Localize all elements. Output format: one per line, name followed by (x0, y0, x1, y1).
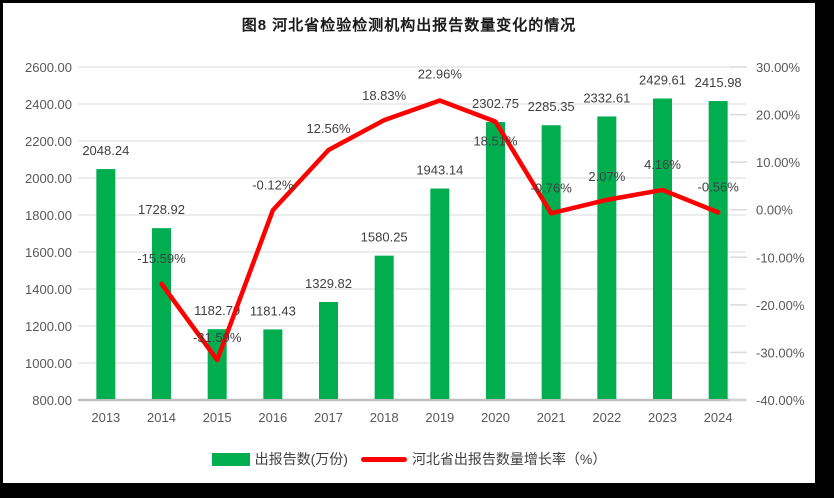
growth-line (159, 98, 721, 363)
bar-2013 (96, 169, 116, 399)
bar-2014 (152, 228, 171, 399)
line-value-label: -15.59% (137, 251, 186, 266)
bar-value-label: 1329.82 (305, 276, 352, 291)
x-axis-category-label: 2018 (370, 410, 399, 425)
chart-legend: 出报告数(万份) 河北省出报告数量增长率（%） (3, 449, 815, 469)
bar-value-label: 1182.79 (194, 303, 240, 318)
right-axis-tick-label: -20.00% (756, 298, 805, 313)
x-axis-category-label: 2017 (314, 410, 343, 425)
x-axis-category-label: 2024 (704, 410, 733, 425)
x-axis-category-label: 2015 (203, 410, 232, 425)
plot-area: 2600.00 2400.00 2200.00 2000.00 1800.00 1600.… (25, 60, 805, 425)
left-axis-tick-label: 1200.00 (25, 319, 72, 334)
line-value-label: -31.59% (193, 330, 242, 345)
line-value-label: -0.56% (698, 179, 740, 194)
bar-value-label: 1943.14 (416, 163, 463, 178)
bar-value-label: 1728.92 (138, 202, 185, 217)
line-value-label: -0.12% (252, 177, 294, 192)
x-axis-category-label: 2022 (592, 410, 621, 425)
legend-bar-label: 出报告数(万份) (254, 451, 348, 467)
bar-value-label: 1181.43 (250, 303, 296, 318)
bar-value-label: 2302.75 (472, 96, 519, 111)
bar-2017 (319, 301, 338, 399)
left-axis-tick-label: 1400.00 (25, 282, 72, 297)
bar-2024 (708, 101, 728, 399)
x-axis-category-label: 2023 (648, 410, 677, 425)
left-axis-tick-label: 1600.00 (25, 245, 72, 260)
line-value-label: 4.16% (644, 157, 681, 172)
bar-value-label: 2285.35 (528, 99, 575, 114)
right-axis-tick-label: 20.00% (756, 108, 801, 123)
bar-2020 (486, 121, 505, 400)
x-axis-category-label: 2020 (481, 410, 510, 425)
right-axis-tick-label: 10.00% (756, 155, 801, 170)
left-axis-tick-label: 2200.00 (25, 134, 72, 149)
x-axis-category-label: 2021 (537, 410, 566, 425)
x-axis-category-label: 2016 (258, 410, 287, 425)
line-value-label: 22.96% (418, 66, 463, 81)
bar-value-label: 2332.61 (583, 90, 630, 105)
bar-value-label: 2429.61 (639, 73, 686, 88)
chart-title: 图8 河北省检验检测机构出报告数量变化的情况 (241, 17, 577, 34)
line-value-label: 18.83% (362, 88, 407, 103)
legend-line-swatch (360, 456, 407, 462)
bar-2018 (374, 255, 394, 399)
bar-2019 (430, 188, 450, 399)
legend-line-label: 河北省出报告数量增长率（%） (411, 451, 607, 467)
bar-value-label: 1580.25 (361, 230, 408, 245)
bar-value-label: 2415.98 (695, 75, 742, 90)
x-axis-category-label: 2019 (425, 410, 454, 425)
left-axis-tick-label: 2400.00 (25, 97, 72, 112)
line-value-label: 18.51% (473, 134, 518, 149)
right-axis-tick-label: 30.00% (756, 60, 801, 75)
legend-bar-swatch (211, 452, 250, 466)
bar-value-label: 2048.24 (82, 143, 129, 158)
x-axis-category-label: 2014 (147, 410, 176, 425)
bar-2021 (541, 125, 561, 399)
left-axis-tick-label: 1000.00 (25, 356, 72, 371)
left-axis-tick-label: 2600.00 (25, 60, 72, 75)
right-axis-tick-label: -40.00% (756, 393, 805, 408)
right-axis-tick-label: -30.00% (756, 345, 805, 360)
left-axis-tick-label: 800.00 (32, 393, 72, 408)
chart-canvas: 图8 河北省检验检测机构出报告数量变化的情况 2600.00 2400.00 220… (3, 3, 815, 483)
x-axis-category-label: 2013 (91, 410, 120, 425)
right-axis-tick-label: -10.00% (756, 250, 805, 265)
right-axis-tick-label: 0.00% (756, 203, 793, 218)
bar-2023 (653, 98, 672, 399)
bar-2016 (263, 329, 283, 399)
left-axis-tick-label: 2000.00 (25, 171, 72, 186)
line-value-label: 2.07% (588, 169, 625, 184)
line-value-label: -0.76% (531, 180, 573, 195)
left-axis-tick-label: 1800.00 (25, 208, 72, 223)
line-value-label: 12.56% (306, 121, 351, 136)
bar-2022 (597, 116, 617, 399)
